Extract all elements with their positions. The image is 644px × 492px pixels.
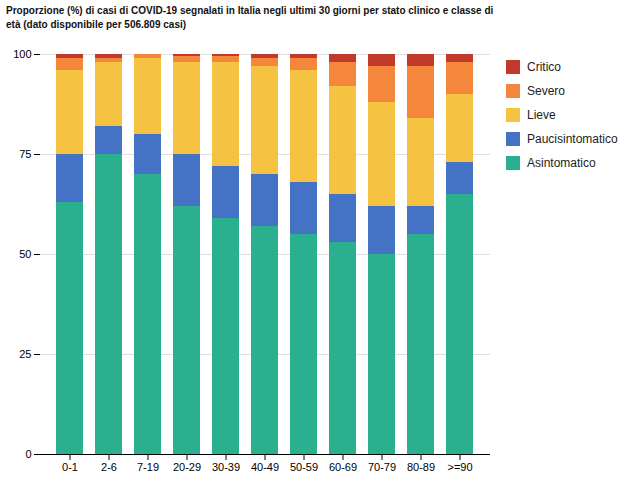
svg-text:7-19: 7-19 bbox=[137, 461, 159, 473]
html-text:Proporzione (%) di casi di COV: Proporzione (%) di casi di COVID-19 segn… bbox=[6, 5, 494, 30]
html-text:Asintomatico: Asintomatico bbox=[527, 156, 596, 170]
svg-text:60-69: 60-69 bbox=[329, 461, 357, 473]
svg-text:20-29: 20-29 bbox=[173, 461, 201, 473]
svg-text:0: 0 bbox=[25, 448, 31, 460]
svg-text:0-1: 0-1 bbox=[62, 461, 78, 473]
svg-text:2-6: 2-6 bbox=[101, 461, 117, 473]
svg-text:50: 50 bbox=[19, 248, 31, 260]
svg-text:25: 25 bbox=[19, 348, 31, 360]
svg-text:70-79: 70-79 bbox=[368, 461, 396, 473]
html-text:Lieve: Lieve bbox=[527, 108, 556, 122]
svg-text:40-49: 40-49 bbox=[251, 461, 279, 473]
svg-text:75: 75 bbox=[19, 148, 31, 160]
html-text:Severo: Severo bbox=[527, 84, 565, 98]
svg-text:>=90: >=90 bbox=[447, 461, 472, 473]
html-text:Paucisintomatico: Paucisintomatico bbox=[527, 132, 618, 146]
html-text:Critico: Critico bbox=[527, 60, 561, 74]
svg-text:30-39: 30-39 bbox=[212, 461, 240, 473]
svg-text:100: 100 bbox=[13, 48, 31, 60]
svg-text:50-59: 50-59 bbox=[290, 461, 318, 473]
svg-text:80-89: 80-89 bbox=[407, 461, 435, 473]
